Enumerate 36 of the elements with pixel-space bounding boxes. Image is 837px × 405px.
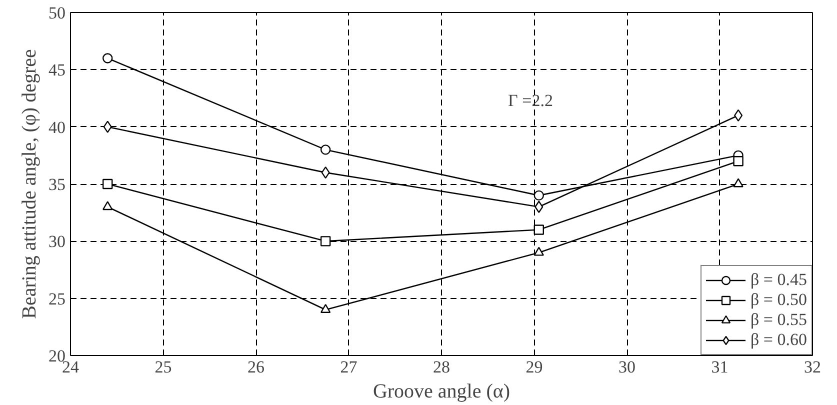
point bbox=[102, 53, 113, 64]
y-tick-label: 40 bbox=[48, 118, 66, 137]
x-axis-title: Groove angle (α) bbox=[372, 380, 510, 402]
point bbox=[734, 109, 743, 122]
y-tick-label: 35 bbox=[48, 175, 66, 194]
point bbox=[320, 304, 331, 313]
point bbox=[534, 190, 544, 201]
point bbox=[103, 120, 112, 133]
point bbox=[320, 144, 331, 155]
y-tick-label: 50 bbox=[48, 4, 66, 22]
legend-label: β = 0.55 bbox=[750, 310, 807, 330]
point bbox=[102, 178, 113, 190]
legend-label: β = 0.45 bbox=[750, 270, 807, 290]
x-tick-label: 28 bbox=[433, 358, 450, 376]
x-tick-label: 25 bbox=[154, 358, 172, 376]
x-tick-label: 31 bbox=[711, 358, 728, 376]
x-tick-label: 26 bbox=[248, 358, 264, 376]
point bbox=[534, 200, 544, 213]
point bbox=[534, 224, 544, 235]
y-tick-label: 30 bbox=[48, 232, 66, 252]
point bbox=[102, 201, 113, 210]
legend-label: β = 0.50 bbox=[750, 290, 807, 310]
x-tick-label: 30 bbox=[618, 358, 636, 376]
y-tick-label: 20 bbox=[48, 346, 66, 366]
x-tick-label: 29 bbox=[526, 358, 543, 376]
y-axis-title: Bearing attitude angle, (φ) degree bbox=[18, 49, 40, 319]
y-tick-label: 45 bbox=[48, 60, 66, 80]
legend-label: β = 0.60 bbox=[750, 330, 807, 350]
point bbox=[733, 178, 744, 188]
point bbox=[534, 246, 544, 256]
point bbox=[320, 236, 331, 246]
x-tick-label: 27 bbox=[340, 358, 358, 376]
annotation: Γ =2.2 bbox=[508, 91, 553, 110]
point bbox=[733, 156, 744, 166]
x-tick-label: 32 bbox=[804, 358, 821, 376]
y-tick-label: 25 bbox=[48, 289, 66, 308]
